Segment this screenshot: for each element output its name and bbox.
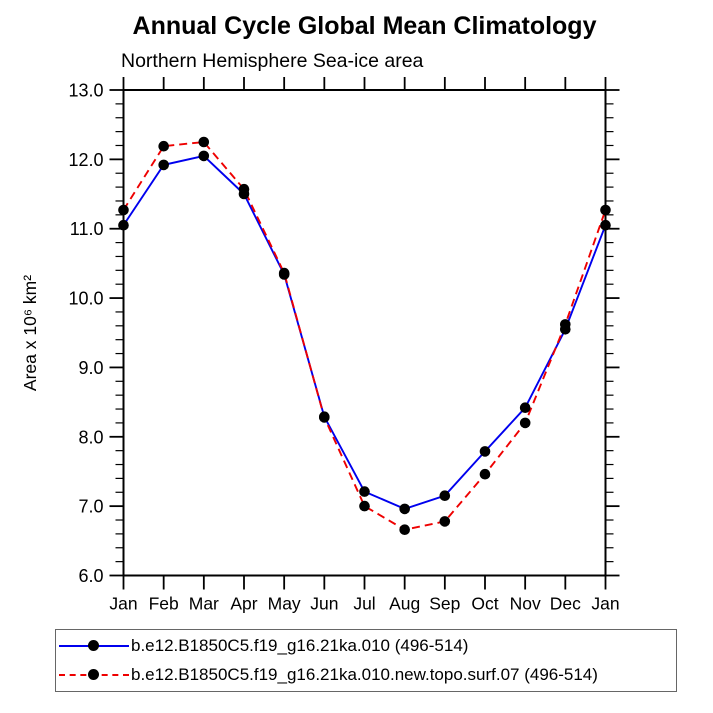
legend-line-sample-solid-blue	[59, 640, 129, 652]
data-point-series-2-Oct	[479, 468, 491, 480]
x-tick-label: Dec	[550, 594, 581, 614]
axis-ticks	[109, 77, 620, 590]
data-point-series-2-Feb	[158, 140, 169, 152]
y-axis-label: Area x 10⁶ km²	[20, 275, 40, 391]
legend-label-series-2: b.e12.B1850C5.f19_g16.21ka.010.new.topo.…	[131, 664, 598, 684]
x-tick-label: Nov	[510, 594, 541, 614]
y-tick-label: 12.0	[68, 150, 103, 170]
x-tick-label: Oct	[471, 594, 498, 614]
series-line-1	[122, 154, 607, 510]
y-tick-label: 7.0	[78, 497, 103, 517]
y-tick-label: 6.0	[78, 566, 103, 586]
data-point-series-1-Oct	[479, 446, 491, 457]
data-point-series-1-Nov	[519, 402, 531, 414]
x-tick-label: Aug	[389, 594, 420, 614]
series-line-2	[122, 141, 607, 531]
x-tick-label: Jun	[310, 594, 338, 614]
chart-title: Annual Cycle Global Mean Climatology	[132, 12, 597, 40]
legend-box: b.e12.B1850C5.f19_g16.21ka.010 (496-514)…	[55, 629, 677, 692]
data-point-series-2-Nov	[519, 417, 531, 429]
data-point-series-2-May	[278, 267, 290, 279]
data-point-series-2-Jun	[319, 412, 330, 423]
legend-line-sample-dashed-red	[59, 668, 129, 681]
x-tick-label: Apr	[230, 594, 257, 614]
y-tick-label: 11.0	[70, 219, 104, 239]
x-tick-label: Jan	[109, 594, 137, 614]
axis-tick-labels: 6.0 7.0 8.0 9.0 10.0 11.0 12.0 13.0 Jan Feb Mar Apr…	[68, 81, 619, 614]
data-point-series-2-Sep	[439, 516, 451, 527]
data-point-series-1-Sep	[439, 490, 451, 502]
y-tick-label: 10.0	[68, 289, 103, 309]
circle-marker-icon	[88, 640, 99, 652]
data-point-series-1-Mar	[198, 150, 210, 162]
data-point-series-1-Feb	[158, 159, 169, 171]
data-point-series-2-Jan	[118, 204, 129, 216]
legend-label-series-1: b.e12.B1850C5.f19_g16.21ka.010 (496-514)	[131, 636, 469, 656]
data-point-series-1-Aug	[399, 503, 411, 515]
x-tick-label: May	[268, 594, 301, 614]
data-point-series-2-Aug	[399, 524, 411, 535]
x-tick-label: Jul	[353, 594, 375, 614]
data-point-series-1-Jan	[118, 219, 129, 231]
x-tick-label: Mar	[189, 594, 219, 614]
data-point-series-2-Apr	[238, 183, 250, 195]
y-tick-label: 13.0	[68, 81, 103, 101]
legend-item-series-2: b.e12.B1850C5.f19_g16.21ka.010.new.topo.…	[56, 663, 676, 687]
x-tick-label: Sep	[429, 594, 460, 614]
chart-subtitle: Northern Hemisphere Sea-ice area	[121, 50, 424, 72]
legend-item-series-1: b.e12.B1850C5.f19_g16.21ka.010 (496-514)	[56, 634, 676, 658]
y-tick-label: 9.0	[78, 358, 103, 378]
series-markers	[118, 136, 611, 535]
y-tick-label: 8.0	[78, 427, 103, 447]
x-tick-label: Feb	[149, 594, 179, 614]
data-point-series-1-Jan	[600, 219, 611, 231]
circle-marker-icon	[88, 668, 99, 680]
data-point-series-2-Mar	[198, 136, 210, 148]
data-point-series-2-Jul	[359, 500, 370, 512]
data-point-series-1-Jul	[359, 486, 370, 497]
data-point-series-2-Jan	[600, 204, 611, 216]
x-tick-label: Jan	[591, 594, 619, 614]
plot-frame	[122, 89, 607, 577]
data-point-series-2-Dec	[560, 319, 571, 330]
